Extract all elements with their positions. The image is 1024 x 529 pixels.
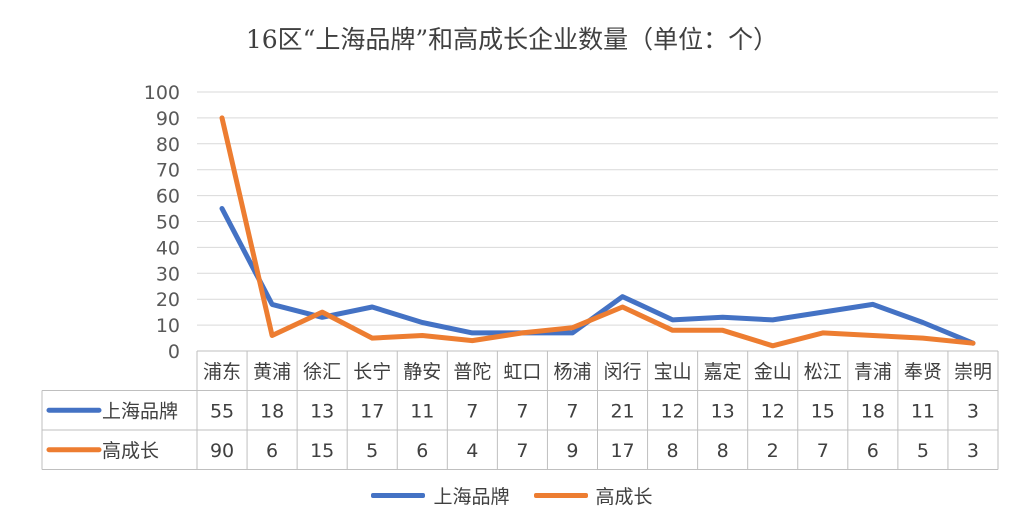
table-series-name: 高成长	[102, 440, 159, 462]
data-table-value: 6	[867, 440, 879, 462]
x-category-label: 浦东	[203, 361, 241, 383]
data-table-value: 15	[811, 400, 835, 422]
x-category-label: 青浦	[854, 361, 892, 383]
x-category-label: 金山	[754, 361, 792, 383]
y-tick-label: 100	[144, 82, 180, 104]
legend: 上海品牌 高成长	[0, 482, 1024, 509]
legend-label-series-1: 高成长	[595, 486, 653, 508]
legend-item-series-1: 高成长	[533, 482, 653, 509]
data-table-value: 11	[410, 400, 434, 422]
legend-label-series-0: 上海品牌	[433, 486, 510, 508]
series-line-1	[219, 115, 976, 349]
data-table-value: 6	[266, 440, 278, 462]
x-category-label: 普陀	[453, 361, 491, 383]
data-table-value: 90	[210, 440, 234, 462]
data-table-value: 3	[967, 440, 979, 462]
data-table-value: 4	[466, 440, 478, 462]
data-table-value: 2	[767, 440, 779, 462]
data-table-value: 8	[667, 440, 679, 462]
y-tick-label: 40	[156, 237, 180, 259]
data-table-value: 55	[210, 400, 234, 422]
x-category-label: 杨浦	[553, 361, 591, 383]
data-table-value: 5	[366, 440, 378, 462]
y-tick-label: 30	[156, 263, 180, 285]
data-table-value: 7	[817, 440, 829, 462]
data-table-value: 21	[610, 400, 634, 422]
data-table-value: 11	[911, 400, 935, 422]
x-category-label: 徐汇	[303, 361, 341, 383]
x-category-label: 静安	[403, 361, 441, 383]
data-table-value: 13	[711, 400, 735, 422]
data-table-value: 18	[861, 400, 885, 422]
data-table-value: 7	[466, 400, 478, 422]
data-table-value: 9	[566, 440, 578, 462]
chart-title: 16区“上海品牌”和高成长企业数量（单位：个）	[245, 25, 779, 54]
data-table-value: 12	[761, 400, 785, 422]
x-category-label: 崇明	[954, 361, 992, 383]
y-tick-label: 10	[156, 315, 180, 337]
x-category-label: 嘉定	[704, 361, 742, 383]
y-tick-label: 0	[168, 341, 180, 363]
data-table-value: 12	[661, 400, 685, 422]
legend-swatch-series-1	[533, 493, 588, 498]
data-table-value: 17	[360, 400, 384, 422]
y-tick-label: 70	[156, 160, 180, 182]
data-table-value: 7	[566, 400, 578, 422]
x-category-label: 长宁	[353, 361, 391, 383]
data-table-value: 18	[260, 400, 284, 422]
y-tick-label: 90	[156, 108, 180, 130]
legend-item-series-0: 上海品牌	[371, 482, 510, 509]
x-category-label: 闵行	[604, 361, 642, 383]
x-category-label: 虹口	[503, 361, 541, 383]
data-table-value: 17	[610, 440, 634, 462]
data-table-value: 3	[967, 400, 979, 422]
data-table-value: 5	[917, 440, 929, 462]
data-table-value: 7	[516, 400, 528, 422]
table-series-name: 上海品牌	[102, 400, 178, 422]
legend-swatch-series-0	[371, 493, 426, 498]
data-table-value: 13	[310, 400, 334, 422]
data-table-value: 8	[717, 440, 729, 462]
x-category-label: 宝山	[654, 361, 692, 383]
gridlines	[197, 91, 998, 326]
x-category-label: 松江	[804, 361, 842, 383]
series-lines	[219, 115, 976, 349]
x-category-label: 黄浦	[253, 361, 291, 383]
series-line-0	[219, 206, 976, 346]
y-tick-label: 20	[156, 289, 180, 311]
x-category-label: 奉贤	[904, 361, 942, 383]
data-table-value: 7	[516, 440, 528, 462]
y-axis-ticks: 0 10 20 30 40 50 60 70 80 90 100	[144, 82, 180, 363]
y-tick-label: 60	[156, 186, 180, 208]
y-tick-label: 80	[156, 134, 180, 156]
data-table-value: 15	[310, 440, 334, 462]
data-table-value: 6	[416, 440, 428, 462]
y-tick-label: 50	[156, 212, 180, 234]
